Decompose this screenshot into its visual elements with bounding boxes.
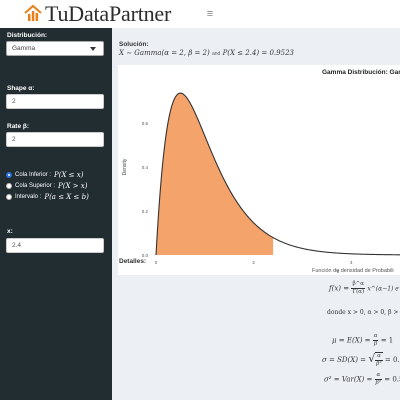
- main-content: Solución: X ∼ Gamma(α = 2, β = 2) and P(…: [112, 28, 400, 400]
- solution-title: Solución:: [119, 41, 149, 48]
- radio-button[interactable]: [6, 194, 12, 200]
- x-axis-label: x: [337, 269, 340, 275]
- shaded-area: [156, 93, 274, 255]
- plot-svg: 0.0 0.2 0.4 0.6 0 2 4 Density x: [122, 92, 400, 275]
- x-tick-label: 0: [155, 260, 158, 265]
- y-tick-label: 0.4: [142, 165, 149, 170]
- solution-text: X ∼ Gamma(α = 2, β = 2) and P(X ≤ 2.4) =…: [119, 49, 294, 57]
- bar-chart-logo-icon: [24, 4, 42, 21]
- chevron-down-icon: [90, 47, 96, 51]
- distribution-label: Distribución:: [7, 32, 48, 39]
- radio-lower-tail[interactable]: Cola Inferior : P(X ≤ x): [6, 171, 83, 179]
- hamburger-menu-icon[interactable]: ≡: [206, 8, 214, 20]
- rate-input[interactable]: 2: [6, 132, 104, 147]
- rate-label: Rate β:: [7, 123, 30, 130]
- y-tick-label: 0.0: [142, 253, 149, 258]
- shape-input[interactable]: 2: [6, 94, 104, 109]
- y-tick-label: 0.6: [142, 121, 149, 126]
- sidebar: Distribución: Gamma Shape α: 2 Rate β: 2…: [0, 28, 112, 400]
- x-tick-label: 4: [350, 260, 353, 265]
- logo-text: TuDataPartner: [45, 1, 172, 26]
- x-label: x:: [7, 228, 13, 235]
- radio-interval[interactable]: Intervalo : P(a ≤ X ≤ b): [6, 193, 89, 201]
- sqrt-icon: √: [368, 352, 376, 365]
- plot-title: Gamma Distribución: Gamm: [322, 69, 400, 76]
- details-title: Detalles:: [119, 258, 147, 265]
- distribution-select[interactable]: Gamma: [6, 41, 104, 56]
- radio-upper-tail[interactable]: Cola Superior : P(X > x): [6, 182, 87, 190]
- x-tick-label: 2: [252, 260, 255, 265]
- sd-formula: σ = SD(X) = √αβ² = 0.7: [322, 352, 400, 367]
- radio-button[interactable]: [6, 183, 12, 189]
- var-formula: σ² = Var(X) = αβ² = 0.5: [324, 372, 400, 386]
- x-input[interactable]: 2.4: [6, 238, 104, 253]
- y-tick-label: 0.2: [142, 209, 149, 214]
- top-header: TuDataPartner ≡: [0, 0, 400, 28]
- radio-button[interactable]: [6, 172, 12, 178]
- y-axis-label: Density: [122, 158, 128, 175]
- pdf-fraction: β^α Γ(α): [351, 281, 366, 295]
- domain-text: donde x > 0, α > 0, β > 0: [327, 309, 400, 316]
- density-curve: [155, 92, 400, 256]
- details-section: Detalles: Función de densidad de Probabi…: [112, 254, 400, 400]
- density-plot: Gamma Distribución: Gamm 0.0 0.2 0.4 0.6 0 2 4…: [118, 65, 400, 275]
- shape-label: Shape α:: [7, 85, 35, 92]
- logo[interactable]: TuDataPartner: [0, 0, 196, 28]
- pdf-formula: f(x) = β^αΓ(α) x^(α−1) e^(−βx): [329, 281, 400, 295]
- pdf-title: Función de densidad de Probabili: [312, 268, 394, 274]
